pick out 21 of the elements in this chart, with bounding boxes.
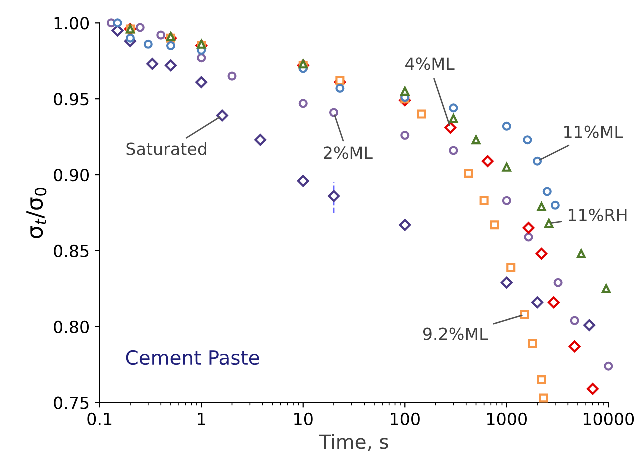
- y-tick-label: 0.80: [54, 320, 90, 334]
- y-tick-label: 0.75: [54, 396, 89, 410]
- x-tick-label: 1: [198, 413, 206, 426]
- x-axis-title: Time, s: [319, 434, 388, 452]
- x-tick-label: 10000: [584, 412, 634, 426]
- x-tick-label: 10: [294, 412, 313, 426]
- y-tick-label: 0.85: [54, 244, 89, 258]
- text: 9.2%ML: [423, 328, 488, 340]
- y-tick-label: 0.95: [54, 93, 89, 106]
- x-tick-label: 1000: [488, 412, 527, 426]
- series-label: 11%ML: [564, 126, 624, 138]
- annotation: Cement Paste: [126, 350, 260, 366]
- series-label: 4%ML: [406, 58, 455, 70]
- y-tick-label: 1.00: [54, 17, 90, 30]
- series-label: Saturated: [126, 142, 206, 156]
- y-axis-title: σ$_{t}$/σ$_{0}$: [26, 188, 47, 238]
- x-tick-label: 100: [391, 412, 420, 426]
- y-tick-label: 0.90: [54, 168, 90, 182]
- series-label: 2%ML: [324, 146, 373, 160]
- series-label: 11%RH: [568, 208, 627, 222]
- x-tick-label: 0.1: [88, 412, 112, 426]
